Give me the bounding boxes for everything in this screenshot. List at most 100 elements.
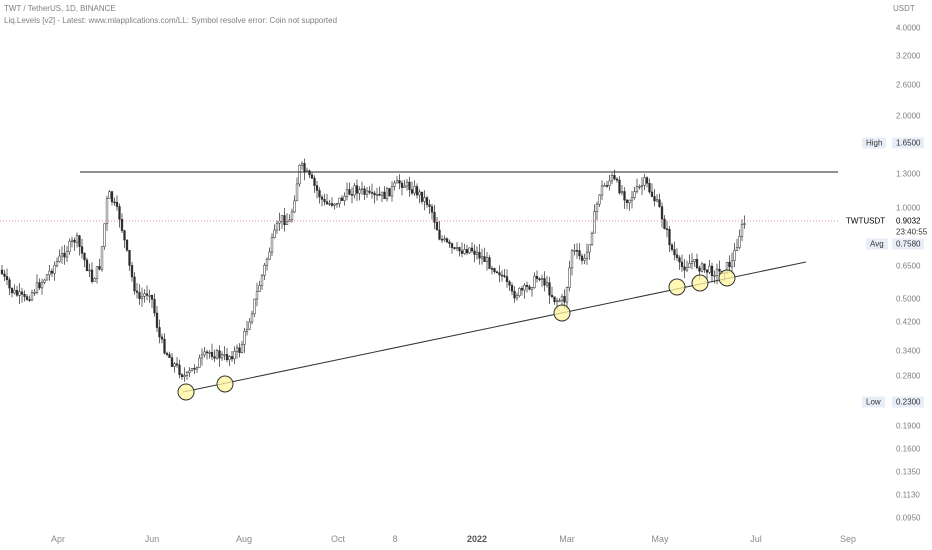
chart-title: TWT / TetherUS, 1D, BINANCE	[4, 4, 116, 13]
candle-body	[710, 265, 714, 276]
candle-body	[110, 191, 114, 203]
candle-body	[113, 201, 116, 204]
candle-body	[580, 255, 584, 261]
candle-body	[708, 265, 711, 273]
candle-body	[423, 197, 426, 202]
candle-body	[388, 188, 391, 197]
candle-body	[115, 201, 119, 207]
candle-body	[85, 259, 89, 272]
high-label: High	[862, 137, 887, 149]
price-tick: 0.1900	[896, 421, 921, 431]
candle-body	[373, 192, 376, 196]
candle-body	[250, 313, 254, 323]
price-tick: 0.5000	[896, 294, 921, 304]
support-trendline[interactable]	[182, 261, 807, 393]
candle-body	[523, 284, 526, 291]
candle-body	[530, 287, 534, 290]
candle-body	[740, 224, 744, 237]
candle-body	[208, 352, 211, 354]
candle-body	[125, 239, 129, 251]
candle-body	[5, 276, 9, 281]
candle-body	[550, 294, 554, 298]
candle-body	[633, 191, 636, 198]
candle-body	[303, 163, 306, 172]
symbol-label: TWTUSDT	[846, 216, 886, 226]
candle-body	[623, 191, 626, 201]
candle-body	[645, 177, 649, 184]
candle-body	[225, 354, 229, 361]
marker-circle	[177, 383, 195, 401]
candle-body	[513, 290, 516, 299]
candle-body	[363, 188, 366, 195]
candle-body	[48, 270, 51, 276]
candle-body	[565, 287, 569, 303]
price-tick: 0.1130	[896, 490, 920, 500]
candle-body	[738, 236, 741, 248]
candle-body	[30, 292, 34, 301]
candle-body	[338, 197, 341, 204]
candle-body	[545, 282, 549, 286]
candle-body	[515, 295, 519, 299]
candle-body	[318, 190, 321, 198]
candle-body	[65, 251, 69, 258]
candle-body	[585, 251, 589, 259]
candle-body	[490, 268, 494, 270]
candle-body	[315, 185, 319, 191]
candle-body	[368, 190, 371, 193]
candle-body	[265, 258, 269, 266]
candle-body	[448, 241, 451, 244]
candle-body	[98, 266, 101, 270]
time-tick-year: 2022	[466, 534, 488, 544]
candle-body	[183, 375, 186, 377]
candle-body	[170, 357, 174, 367]
time-tick: 8	[392, 534, 398, 544]
candle-body	[578, 250, 581, 257]
candle-body	[298, 165, 301, 185]
candle-body	[558, 300, 561, 302]
candle-body	[215, 350, 219, 359]
candle-body	[153, 299, 156, 314]
candle-body	[343, 196, 346, 201]
candle-body	[173, 363, 176, 367]
candle-body	[555, 300, 559, 303]
candle-body	[613, 175, 616, 180]
candle-body	[358, 189, 361, 194]
candle-body	[150, 295, 154, 300]
candle-body	[543, 278, 546, 286]
candle-body	[575, 249, 579, 252]
candle-body	[13, 290, 16, 294]
candle-body	[355, 185, 359, 194]
candle-body	[78, 235, 81, 247]
candle-body	[508, 281, 511, 286]
candle-body	[53, 265, 56, 274]
high-value: 1.6500	[892, 137, 925, 149]
candle-body	[348, 189, 351, 195]
candle-body	[188, 370, 191, 373]
candle-body	[350, 194, 354, 196]
candle-body	[93, 278, 96, 282]
candle-body	[195, 367, 199, 370]
candle-body	[213, 356, 216, 359]
candle-body	[168, 354, 171, 358]
candle-body	[685, 267, 689, 271]
candle-body	[293, 200, 296, 213]
candle-body	[668, 229, 671, 246]
candle-body	[535, 275, 539, 280]
candle-body	[533, 275, 536, 288]
price-tick: 1.3000	[896, 169, 921, 179]
candle-body	[185, 372, 189, 376]
candle-body	[428, 204, 431, 207]
candle-body	[655, 199, 659, 202]
candle-body	[450, 243, 454, 248]
candle-body	[33, 292, 36, 294]
time-tick: Aug	[235, 534, 253, 544]
candle-body	[175, 363, 179, 366]
candle-body	[525, 284, 529, 287]
price-tick: 0.2800	[896, 371, 921, 381]
candle-body	[190, 368, 194, 372]
candle-body	[145, 293, 149, 296]
candle-body	[433, 211, 436, 223]
last-price-value: 0.9032	[896, 216, 921, 226]
candle-body	[675, 254, 679, 258]
